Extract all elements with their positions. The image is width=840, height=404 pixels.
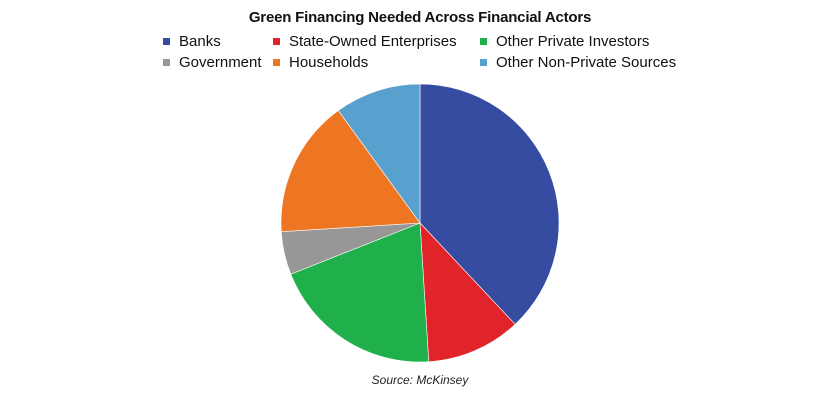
pie-slice-households — [280, 110, 421, 233]
legend-label-other-private-investors: Other Private Investors — [496, 32, 650, 50]
pie-slice-state-owned-enterprises — [419, 222, 516, 363]
legend-label-government: Government — [179, 53, 262, 71]
legend-item-banks: Banks — [163, 31, 221, 51]
legend-item-other-private-investors: Other Private Investors — [480, 31, 649, 51]
legend-label-state-owned-enterprises: State-Owned Enterprises — [289, 32, 457, 50]
legend-item-other-non-private-sources: Other Non-Private Sources — [480, 52, 676, 72]
legend-item-households: Households — [273, 52, 368, 72]
legend-swatch-other-private-investors — [480, 37, 487, 45]
legend-item-state-owned-enterprises: State-Owned Enterprises — [273, 31, 457, 51]
chart-title: Green Financing Needed Across Financial … — [248, 9, 592, 26]
legend-swatch-government — [163, 58, 170, 66]
legend: Banks State-Owned Enterprises Other Priv… — [0, 0, 840, 80]
pie-slice-other-private-investors — [290, 222, 430, 363]
legend-label-other-non-private-sources: Other Non-Private Sources — [496, 53, 677, 71]
pie-slice-other-non-private-sources — [337, 83, 421, 224]
source-note: Source: McKinsey — [371, 373, 469, 387]
legend-swatch-banks — [163, 37, 170, 45]
legend-swatch-state-owned-enterprises — [273, 37, 280, 45]
legend-swatch-other-non-private-sources — [480, 58, 487, 66]
pie-slice-banks — [419, 83, 560, 325]
legend-label-households: Households — [289, 53, 369, 71]
legend-item-government: Government — [163, 52, 262, 72]
legend-label-banks: Banks — [179, 32, 221, 50]
legend-swatch-households — [273, 58, 280, 66]
